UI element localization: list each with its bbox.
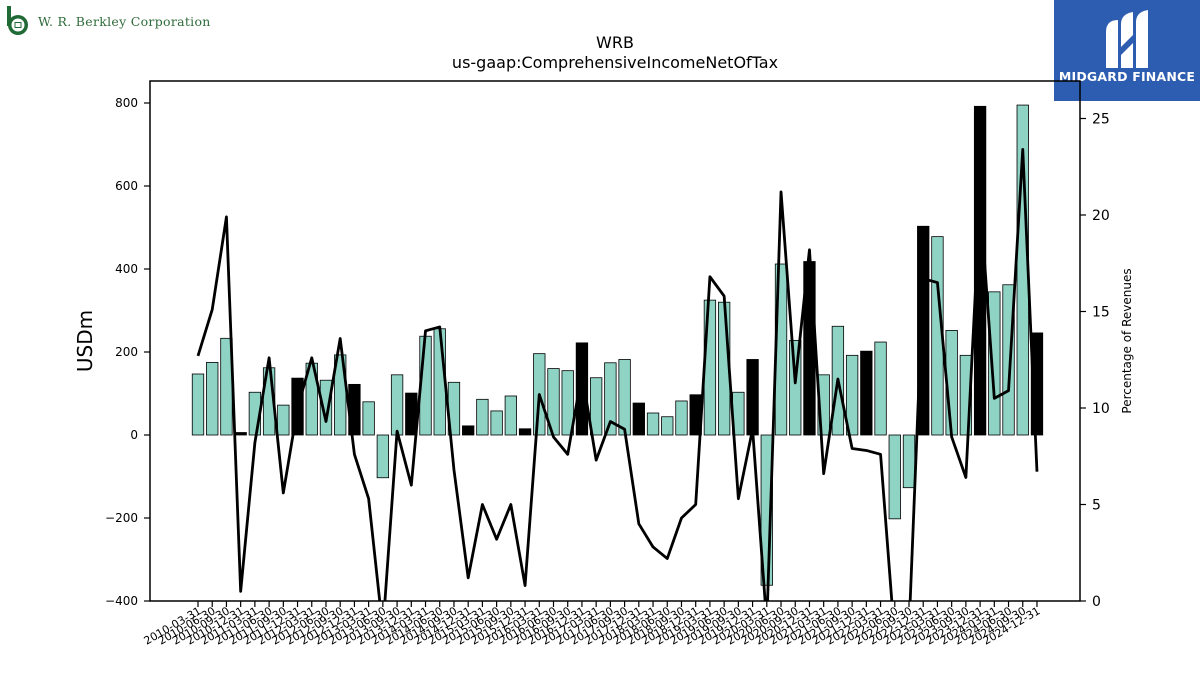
bar-2012-06-30	[319, 379, 333, 436]
bar-2014-06-30	[433, 328, 446, 436]
bar-2016-12-31	[575, 342, 589, 436]
chart-title: WRB	[596, 33, 634, 52]
line-percentage-of-revenues	[196, 147, 1039, 601]
y2-tick-label: 15	[1092, 305, 1110, 321]
bar-2010-06-30	[206, 361, 219, 436]
berkley-b-logo-icon	[7, 6, 28, 35]
bar-2020-09-30	[789, 339, 802, 436]
plot-frame	[149, 80, 1081, 602]
bar-2021-09-30	[845, 354, 859, 436]
bar-2015-06-30	[490, 410, 503, 436]
bar-2013-06-30	[376, 434, 390, 479]
bar-2013-09-30	[390, 374, 404, 436]
bar-2015-12-31	[518, 428, 532, 436]
plot-area	[191, 104, 1044, 601]
bar-2024-12-31	[1030, 332, 1044, 436]
y-tick-label: 800	[115, 96, 138, 110]
bar-2015-03-31	[476, 398, 489, 436]
bar-2017-06-30	[604, 362, 617, 436]
bar-2017-12-31	[632, 402, 645, 436]
bar-2015-09-30	[504, 395, 517, 436]
bar-2024-03-31	[988, 291, 1001, 436]
bar-2013-03-31	[362, 401, 375, 436]
brand-logo-right: MIDGARD FINANCE	[1054, 0, 1200, 101]
brand-left-company-name: W. R. Berkley Corporation	[38, 13, 211, 29]
y-tick-label: −400	[105, 594, 138, 608]
bar-2018-06-30	[661, 416, 674, 436]
bar-2022-06-30	[888, 434, 901, 520]
bar-2014-12-31	[462, 425, 475, 436]
y-tick-label: 0	[130, 428, 138, 442]
bar-2022-03-31	[874, 341, 887, 436]
y2-axis-label: Percentage of Revenues	[1120, 268, 1134, 413]
y2-tick-label: 10	[1092, 401, 1110, 417]
bar-2018-03-31	[646, 412, 660, 436]
brand-logo-left: W. R. Berkley Corporation	[4, 4, 211, 38]
bar-2010-03-31	[191, 373, 205, 436]
bar-2023-09-30	[959, 354, 973, 436]
brand-right-company-name: MIDGARD FINANCE	[1058, 69, 1196, 84]
bar-2018-09-30	[675, 400, 688, 436]
y-tick-label: 600	[115, 179, 138, 193]
chart-subtitle: us-gaap:ComprehensiveIncomeNetOfTax	[452, 53, 778, 72]
midgard-m-logo-icon	[1106, 10, 1148, 68]
y-axis-label: USDm	[73, 310, 97, 372]
bar-2019-12-31	[746, 359, 759, 436]
y-tick-label: −200	[105, 511, 138, 525]
y2-tick-label: 25	[1092, 112, 1110, 128]
bar-2017-09-30	[618, 359, 631, 436]
y2-tick-label: 20	[1092, 208, 1110, 224]
y2-tick-label: 5	[1092, 498, 1101, 514]
bar-2017-03-31	[590, 377, 603, 436]
y2-tick-label: 0	[1092, 594, 1101, 610]
bar-2016-09-30	[561, 370, 574, 436]
bar-2022-12-31	[917, 225, 930, 436]
bar-2024-06-30	[1002, 284, 1015, 436]
bar-2021-12-31	[860, 350, 873, 436]
y-tick-label: 400	[115, 262, 138, 276]
bar-2011-09-30	[277, 404, 290, 436]
y-tick-label: 200	[115, 345, 138, 359]
bar-2022-09-30	[902, 434, 916, 489]
bar-2010-12-31	[234, 432, 247, 436]
